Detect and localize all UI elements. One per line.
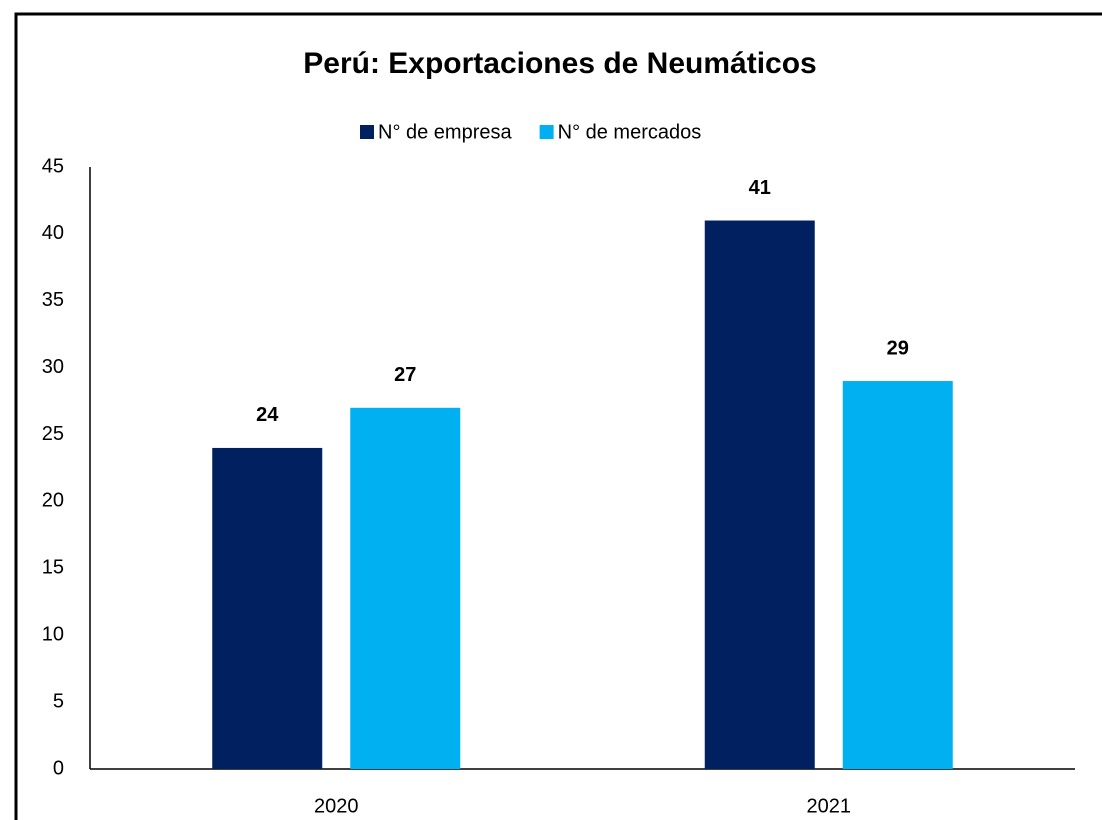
x-tick-label: 2021 [807, 795, 852, 817]
y-tick-label: 45 [42, 155, 64, 177]
y-tick-label: 20 [42, 490, 64, 512]
value-label: 41 [749, 177, 771, 199]
legend: N° de empresa N° de mercados [360, 121, 701, 143]
legend-label: N° de mercados [558, 121, 702, 143]
bar [350, 407, 461, 769]
legend-label: N° de empresa [378, 121, 512, 143]
value-label: 27 [394, 364, 416, 386]
y-tick-label: 35 [42, 289, 64, 311]
value-label: 29 [887, 337, 909, 359]
bar [842, 381, 953, 769]
legend-swatch [360, 125, 374, 139]
y-tick-label: 40 [42, 222, 64, 244]
y-tick-label: 15 [42, 557, 64, 579]
bar [212, 447, 323, 769]
y-tick-label: 25 [42, 423, 64, 445]
legend-swatch [539, 125, 554, 139]
y-tick-label: 5 [53, 690, 64, 712]
y-tick-label: 0 [53, 757, 64, 779]
y-tick-label: 10 [42, 624, 64, 646]
y-tick-label: 30 [42, 356, 64, 378]
chart-title: Perú: Exportaciones de Neumáticos [303, 47, 817, 80]
x-tick-label: 2020 [314, 795, 359, 817]
value-label: 24 [256, 404, 279, 426]
bar [704, 220, 815, 769]
